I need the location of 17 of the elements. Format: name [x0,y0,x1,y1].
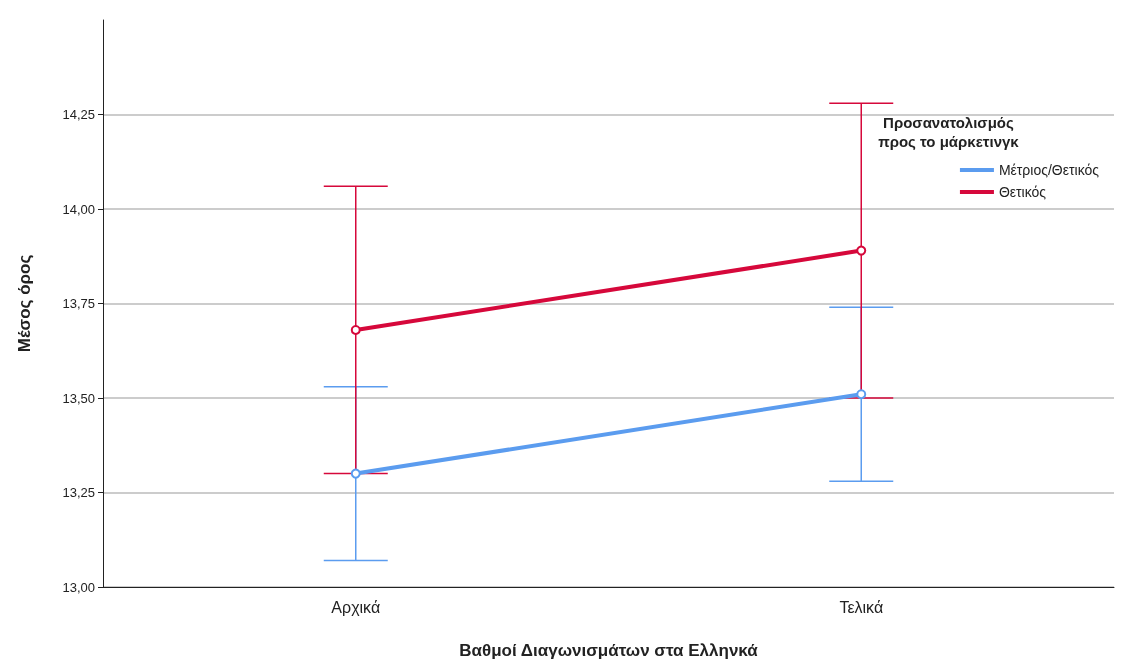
y-tick-label: 13,75 [62,296,95,311]
x-tick-label: Τελικά [839,598,884,616]
legend-label: Θετικός [998,184,1047,200]
y-tick-label: 14,25 [62,107,95,122]
legend-label: Μέτριος/Θετικός [998,162,1100,178]
point [350,468,361,479]
y-axis-title: Μέσος όρος [15,254,34,353]
point [856,245,867,256]
y-tick-label: 14,00 [62,201,95,217]
x-axis-title: Βαθμοί Διαγωνισμάτων στα Ελληνκά [459,641,759,660]
point [856,389,867,400]
point [350,324,361,335]
legend-title: Προσανατολισμός προς το μάρκετινγκ [878,114,1020,150]
x-tick-label: Αρχικά [331,598,381,616]
y-tick-label: 13,50 [62,390,95,406]
y-tick-label: 13,00 [62,579,95,595]
y-tick-label: 13,25 [62,485,95,500]
